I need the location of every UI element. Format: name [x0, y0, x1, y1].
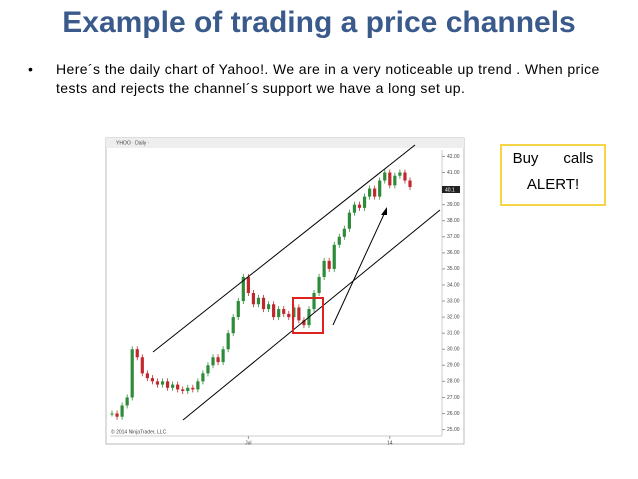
candle [150, 378, 155, 382]
copyright: © 2014 NinjaTrader, LLC [111, 428, 167, 435]
candle [160, 381, 165, 385]
candle [115, 413, 119, 417]
candle [171, 384, 175, 388]
candle [312, 293, 316, 310]
candle [135, 349, 139, 358]
arrow-head [381, 207, 387, 215]
candle [226, 333, 230, 350]
channel-resistance [152, 144, 416, 353]
candle [256, 297, 261, 305]
candle [221, 349, 225, 363]
candle [362, 196, 367, 208]
candle [388, 172, 392, 186]
candle [181, 389, 185, 392]
candle [236, 301, 240, 318]
candle [373, 188, 377, 197]
candle [327, 260, 331, 269]
candle [352, 204, 357, 213]
candle [357, 204, 362, 208]
slide-title: Example of trading a price channels [62, 6, 576, 39]
candle [367, 188, 372, 197]
candle [216, 357, 220, 363]
candle [130, 349, 134, 398]
y-tick-label: 35.00 [447, 266, 460, 272]
candle [206, 365, 210, 374]
candle [191, 387, 195, 390]
price-marker-text: 40.1 [445, 187, 455, 193]
candle [266, 304, 271, 310]
candle [408, 180, 412, 187]
y-tick-label: 29.00 [447, 363, 460, 369]
candle [347, 212, 351, 229]
y-tick-label: 26.00 [447, 411, 460, 417]
candle [272, 304, 276, 318]
candle [302, 320, 306, 326]
candle [403, 172, 407, 181]
candle [337, 236, 341, 245]
y-tick-label: 41.00 [447, 170, 460, 176]
y-tick-label: 27.00 [447, 395, 460, 401]
arrow [332, 211, 386, 326]
candle [110, 413, 114, 415]
chart-frame [105, 137, 465, 445]
candle [261, 297, 266, 310]
callout-box: Buy calls ALERT! [500, 144, 606, 206]
bullet-dot: • [28, 61, 34, 77]
toolbar [106, 138, 464, 148]
candle [241, 276, 245, 302]
candle [287, 313, 291, 318]
candle [120, 405, 124, 417]
candle [211, 357, 215, 366]
candle [165, 381, 170, 388]
candle [186, 387, 190, 392]
candle [332, 244, 336, 269]
candle [246, 276, 250, 293]
price-marker [442, 186, 460, 193]
bullet-text: Here´s the daily chart of Yahoo!. We are… [56, 61, 600, 96]
candle [196, 381, 200, 390]
candle [378, 180, 382, 197]
y-tick-label: 32.00 [447, 314, 460, 320]
candle [317, 276, 321, 293]
candle [398, 172, 402, 176]
y-tick-label: 34.00 [447, 282, 460, 288]
candle [342, 228, 346, 237]
candle [282, 309, 286, 314]
candle [322, 260, 326, 277]
candle [277, 309, 281, 318]
candle [231, 317, 235, 334]
channel-support [182, 209, 441, 421]
candle [155, 381, 160, 385]
candle [201, 373, 205, 382]
x-tick-label: 14 [387, 440, 393, 446]
y-tick-label: 31.00 [447, 330, 460, 336]
candle [251, 293, 256, 305]
y-tick-label: 25.00 [447, 427, 460, 433]
candle [140, 357, 144, 374]
toolbar-text: YHOO · Daily · [116, 140, 150, 146]
y-tick-label: 39.00 [447, 202, 460, 208]
candle [383, 172, 387, 181]
y-tick-label: 37.00 [447, 234, 460, 240]
candle [125, 397, 129, 406]
x-tick-label: Jul [245, 440, 251, 446]
y-tick-label: 36.00 [447, 250, 460, 256]
y-tick-label: 30.00 [447, 347, 460, 353]
candle [145, 373, 149, 379]
y-tick-label: 28.00 [447, 379, 460, 385]
candle [297, 307, 301, 321]
callout-line: ALERT! [526, 176, 580, 193]
highlight-box [292, 297, 324, 334]
y-tick-label: 42.00 [447, 154, 460, 160]
y-tick-label: 33.00 [447, 298, 460, 304]
y-tick-label: 38.00 [447, 218, 460, 224]
bullet-item: • Here´s the daily chart of Yahoo!. We ar… [28, 60, 618, 98]
callout-line: Buy calls [512, 150, 594, 167]
candle [176, 384, 180, 390]
candle [393, 175, 397, 186]
